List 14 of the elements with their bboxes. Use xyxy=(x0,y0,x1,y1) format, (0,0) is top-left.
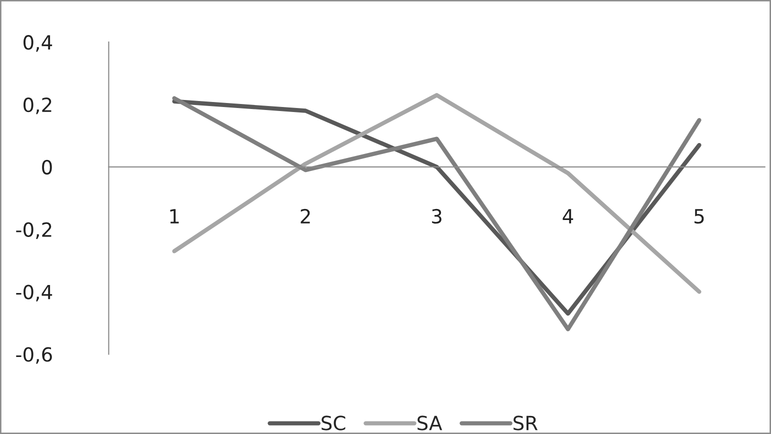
legend-label: SA xyxy=(418,416,442,430)
x-tick-label: 4 xyxy=(562,209,574,224)
x-tick-label: 3 xyxy=(432,208,442,224)
y-tick-label: 0 xyxy=(42,160,52,175)
y-tick-label: -0,4 xyxy=(16,284,52,302)
x-tick-label: 1 xyxy=(170,209,179,224)
y-tick-label: 0,4 xyxy=(24,35,52,52)
y-tick-label: -0,6 xyxy=(16,347,52,364)
legend-label: SR xyxy=(514,416,538,430)
legend-label: SC xyxy=(322,416,346,430)
x-tick-label: 2 xyxy=(300,208,310,224)
y-tick-label: 0,2 xyxy=(24,97,52,114)
x-tick-label: 5 xyxy=(694,209,704,224)
y-tick-label: -0,2 xyxy=(16,222,52,239)
